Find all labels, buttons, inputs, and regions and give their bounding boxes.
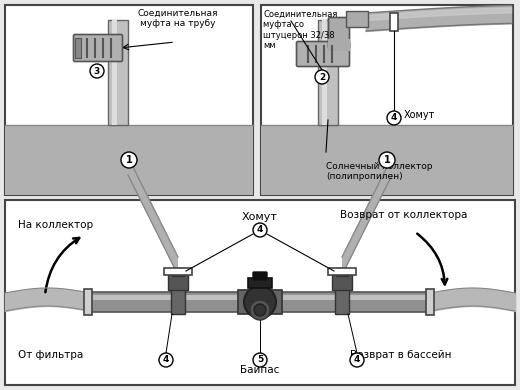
Bar (84, 289, 92, 315)
Bar (5, 5, 253, 195)
FancyBboxPatch shape (329, 18, 349, 48)
Circle shape (315, 70, 329, 84)
Text: 1: 1 (384, 155, 391, 165)
Bar (112, 20, 117, 125)
Text: На коллектор: На коллектор (18, 220, 93, 230)
Circle shape (253, 223, 267, 237)
Bar (318, 20, 338, 125)
Text: 4: 4 (354, 356, 360, 365)
Circle shape (379, 152, 395, 168)
Bar (88, 292, 432, 312)
Bar (335, 284, 349, 314)
Bar (5, 200, 515, 385)
FancyBboxPatch shape (296, 41, 349, 67)
Text: Хомут: Хомут (404, 110, 435, 120)
Circle shape (250, 300, 270, 320)
Bar (171, 284, 185, 314)
Text: 4: 4 (257, 225, 263, 234)
Bar (261, 5, 513, 195)
Text: Байпас: Байпас (240, 365, 280, 375)
Text: 4: 4 (391, 113, 397, 122)
Bar (346, 11, 368, 27)
Bar (238, 290, 282, 314)
Circle shape (350, 353, 364, 367)
Bar (75, 38, 81, 58)
Text: Солнечный коллектор
(полипропилен): Солнечный коллектор (полипропилен) (326, 162, 433, 181)
Bar (108, 20, 128, 125)
Bar (5, 125, 253, 195)
Circle shape (159, 353, 173, 367)
Circle shape (253, 353, 267, 367)
Bar (88, 295, 432, 300)
FancyBboxPatch shape (73, 34, 123, 62)
Text: Соединительная
муфта на трубу: Соединительная муфта на трубу (138, 9, 218, 28)
Text: 4: 4 (163, 356, 169, 365)
Bar (322, 20, 327, 125)
Circle shape (121, 152, 137, 168)
Bar (164, 268, 192, 275)
Bar (172, 268, 184, 276)
Text: 5: 5 (257, 356, 263, 365)
Circle shape (254, 304, 266, 316)
Bar (336, 268, 348, 276)
Bar (248, 278, 272, 288)
Bar (328, 39, 350, 51)
FancyBboxPatch shape (253, 272, 267, 280)
Circle shape (90, 64, 104, 78)
Bar (426, 289, 434, 315)
Text: Хомут: Хомут (242, 212, 278, 222)
Text: 2: 2 (319, 73, 325, 82)
Text: Возврат от коллектора: Возврат от коллектора (340, 210, 467, 220)
Text: 3: 3 (94, 67, 100, 76)
Bar (168, 274, 188, 290)
Text: Соединительная
муфта со
штуцерон 32/38
мм: Соединительная муфта со штуцерон 32/38 м… (263, 10, 337, 50)
Bar (390, 13, 398, 31)
Circle shape (387, 111, 401, 125)
Text: 1: 1 (126, 155, 133, 165)
Circle shape (244, 286, 276, 318)
Bar (261, 125, 513, 195)
Text: Возврат в бассейн: Возврат в бассейн (350, 350, 451, 360)
Text: От фильтра: От фильтра (18, 350, 83, 360)
Bar (332, 274, 352, 290)
Bar (328, 268, 356, 275)
